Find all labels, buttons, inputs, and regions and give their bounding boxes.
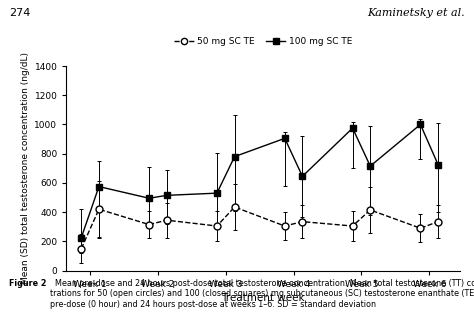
Text: Kaminetsky et al.: Kaminetsky et al. bbox=[367, 8, 465, 18]
Y-axis label: Mean (SD) total testosterone concentration (ng/dL): Mean (SD) total testosterone concentrati… bbox=[21, 52, 30, 284]
Text: Mean pre-dose and 24 hours post-dose total testosterone concentration. Mean tota: Mean pre-dose and 24 hours post-dose tot… bbox=[50, 279, 474, 309]
Text: Figure 2: Figure 2 bbox=[9, 279, 47, 288]
X-axis label: Treatment week: Treatment week bbox=[221, 293, 305, 303]
Text: 274: 274 bbox=[9, 8, 31, 18]
Legend: 50 mg SC TE, 100 mg SC TE: 50 mg SC TE, 100 mg SC TE bbox=[170, 34, 356, 50]
